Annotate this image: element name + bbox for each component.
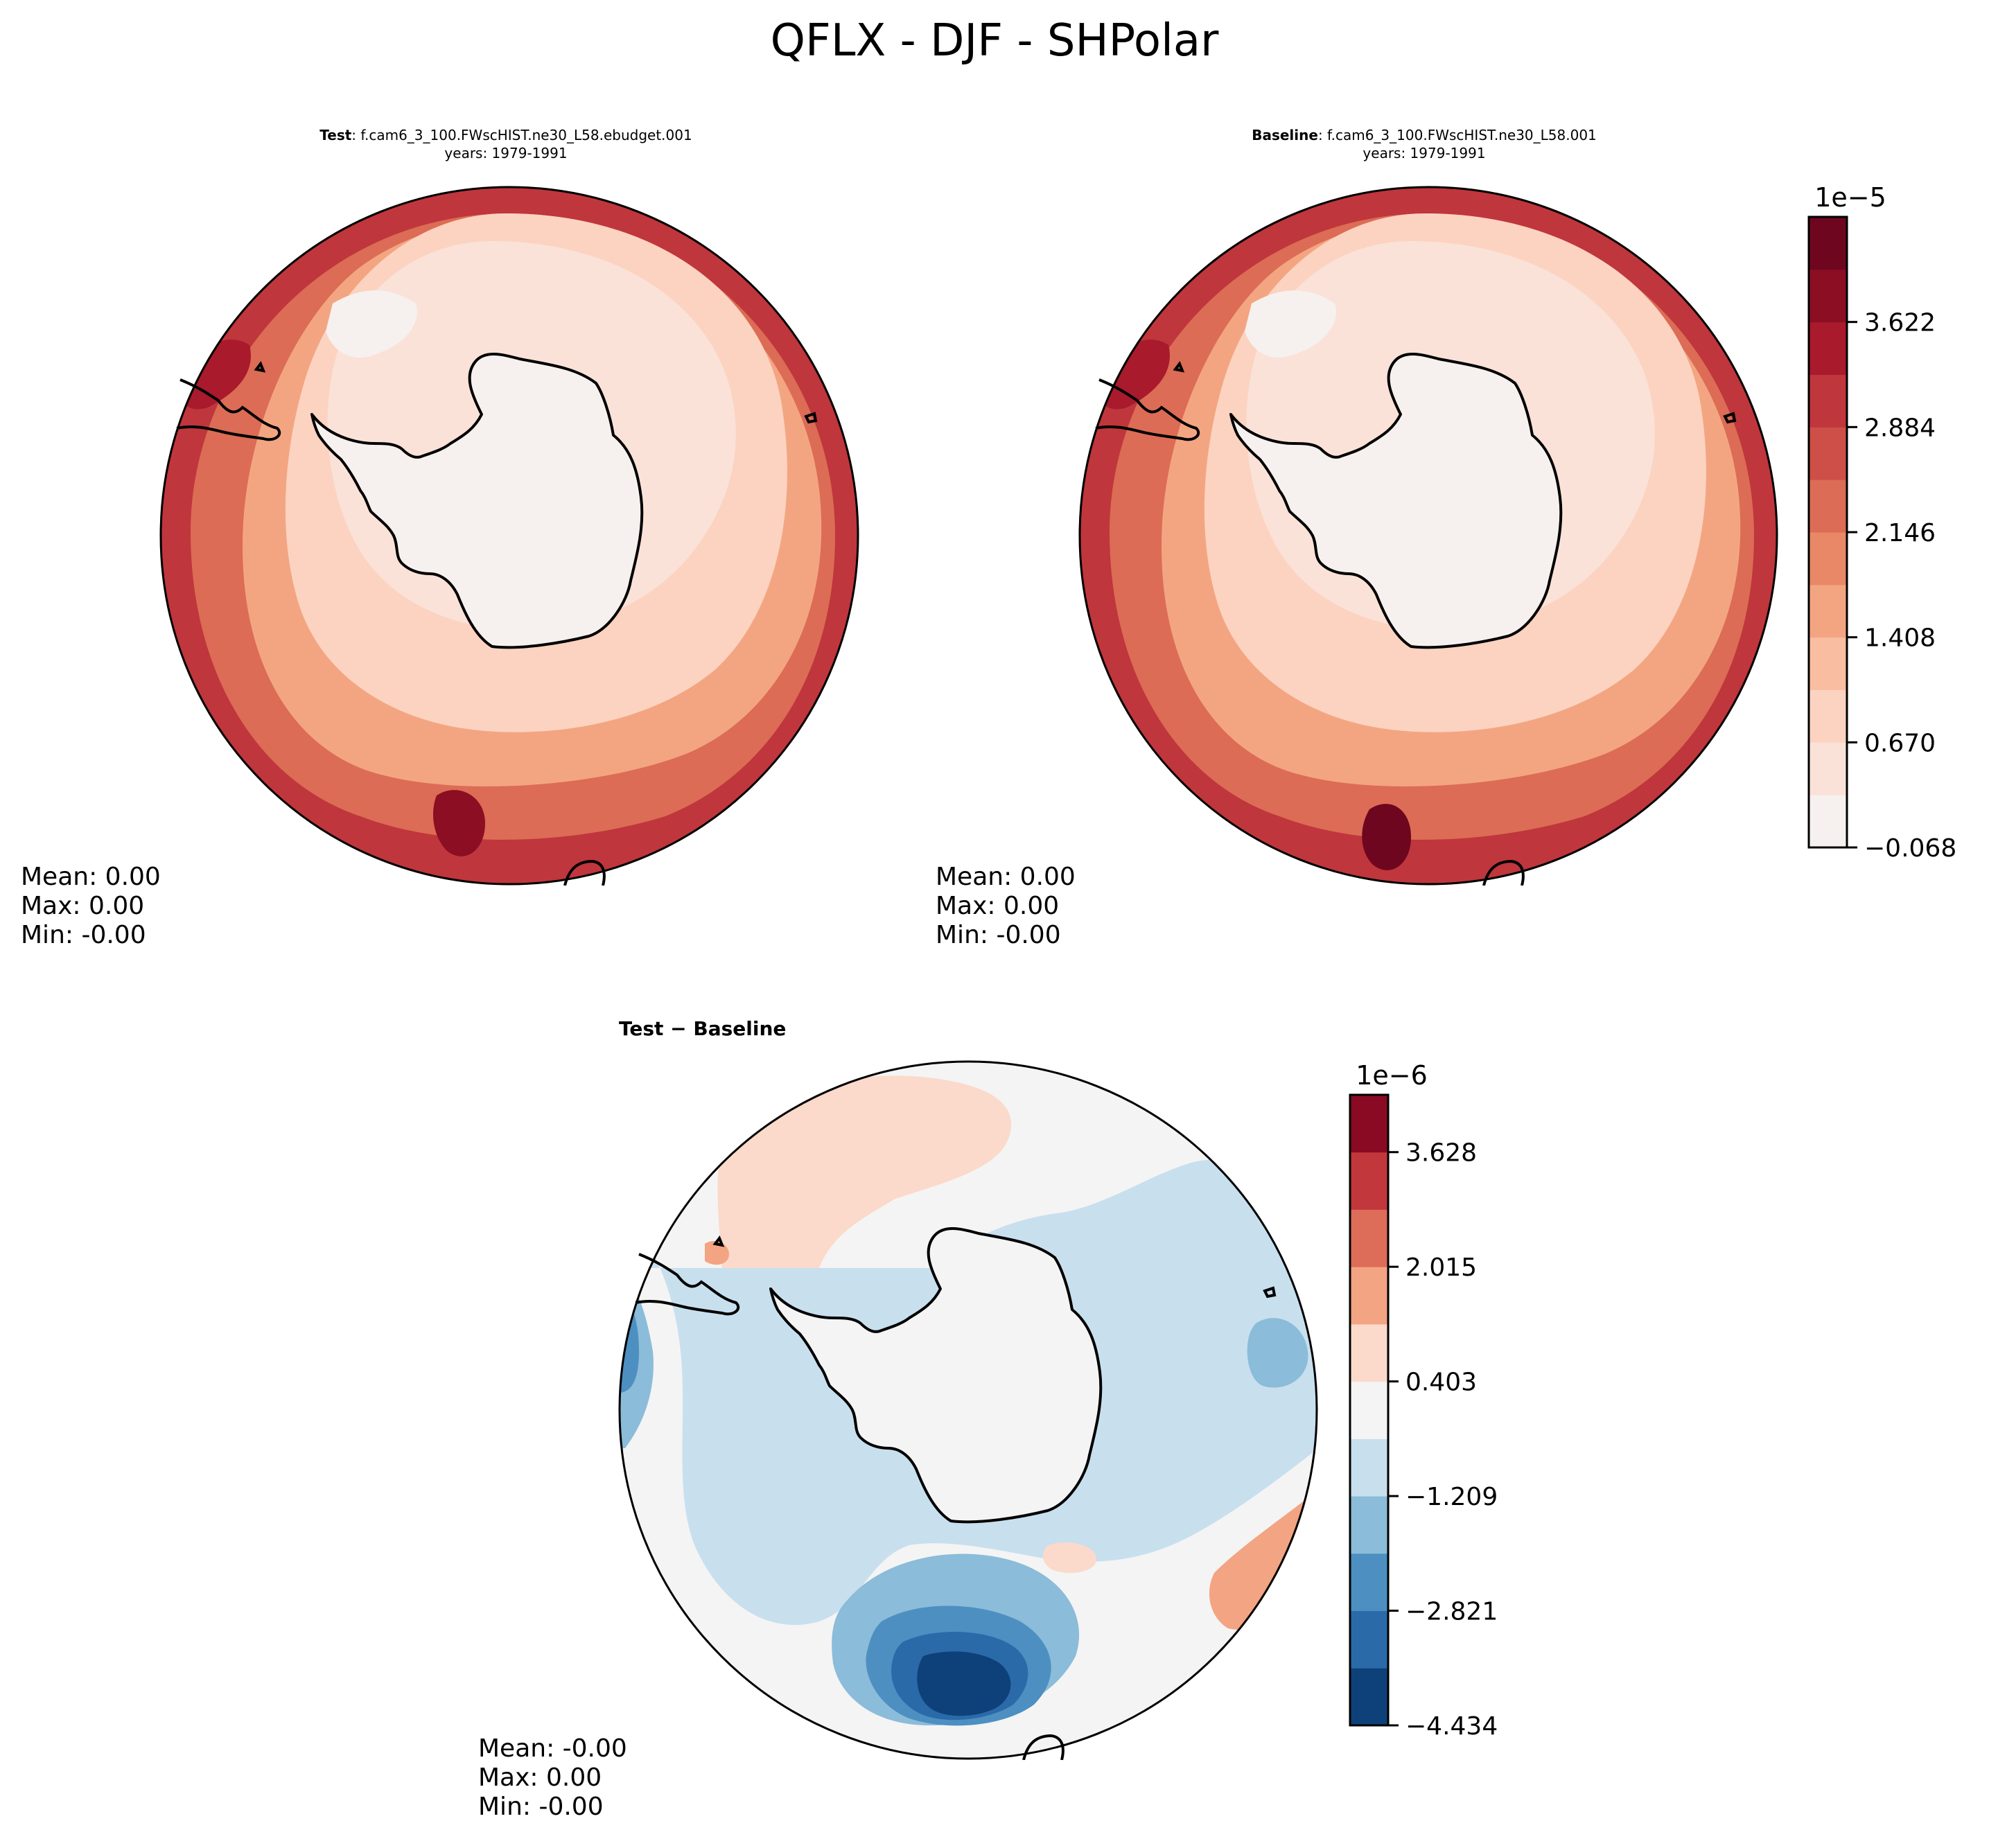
diff-colorbar-tick-label-1: −2.821 [1405,1598,1498,1626]
baseline-stat-max: Max: 0.00 [936,892,1060,920]
diff-stat-min: Min: -0.00 [478,1793,604,1821]
baseline-stats: Mean: 0.00 Max: 0.00 Min: -0.00 [936,863,1076,950]
diff-antarctica-coast [769,1227,1103,1524]
diff-colorbar-swatch-5 [1350,1381,1388,1439]
main-colorbar-tick-label-0: −0.068 [1864,834,1956,858]
main-colorbar-offset: 1e−5 [1814,182,1886,213]
test-island-2 [804,412,818,424]
baseline-island-2 [1723,412,1737,424]
main-colorbar-swatches [1809,217,1847,848]
diff-colorbar-swatch-1 [1350,1610,1388,1669]
main-colorbar-tick-label-5: 3.622 [1864,309,1936,337]
diff-colorbar-tick-label-4: 2.015 [1405,1253,1477,1282]
main-colorbar-swatch-2 [1809,689,1847,743]
diff-field-neg-4 [1247,1318,1308,1388]
baseline-south-america [1095,378,1200,441]
baseline-years: years: 1979-1991 [1362,145,1486,161]
test-stat-min: Min: -0.00 [21,921,146,949]
diff-colorbar-ticks: −4.434 −2.821 −1.209 0.403 2.015 3.628 [1388,1139,1498,1736]
diff-field-pos-3 [705,1240,729,1265]
test-stats: Mean: 0.00 Max: 0.00 Min: -0.00 [21,863,161,950]
diff-colorbar-offset: 1e−6 [1356,1060,1428,1091]
diff-colorbar-tick-label-5: 3.628 [1405,1139,1477,1168]
baseline-case-line: Baseline: f.cam6_3_100.FWscHIST.ne30_L58… [1252,127,1597,143]
main-colorbar-ticks: −0.068 0.670 1.408 2.146 2.884 3.622 [1847,309,1956,858]
baseline-panel-title: Baseline: f.cam6_3_100.FWscHIST.ne30_L58… [1168,126,1681,162]
main-colorbar-swatch-10 [1809,269,1847,323]
diff-stat-max: Max: 0.00 [478,1763,602,1792]
test-south-america [176,378,281,441]
diff-colorbar-tick-label-0: −4.434 [1405,1712,1498,1736]
diff-colorbar-swatches [1350,1095,1388,1726]
diff-field-neg-8 [917,1651,1011,1716]
main-colorbar-tick-label-2: 1.408 [1864,624,1936,653]
main-colorbar-swatch-0 [1809,795,1847,848]
main-colorbar: 1e−5 −0.068 0.670 1.408 2.146 2.884 3.622 [1807,182,1956,858]
test-stat-max: Max: 0.00 [21,892,145,920]
diff-stat-mean: Mean: -0.00 [478,1734,627,1763]
baseline-stat-mean: Mean: 0.00 [936,863,1076,891]
diff-panel-title: Test − Baseline [619,1017,787,1040]
main-colorbar-swatch-5 [1809,532,1847,586]
diff-field-pos-5 [1043,1542,1096,1573]
main-colorbar-tick-label-3: 2.146 [1864,519,1936,547]
test-antarctica-coast [310,353,644,649]
main-colorbar-swatch-4 [1809,584,1847,638]
diff-colorbar: 1e−6 −4.434 −2.821 −1.209 0.403 2.015 3.628 [1349,1060,1498,1736]
main-colorbar-swatch-9 [1809,322,1847,375]
baseline-antarctica-coast [1229,353,1563,649]
diff-colorbar-frame [1349,1093,1390,1727]
diff-colorbar-swatch-4 [1350,1438,1388,1497]
test-panel-title: Test: f.cam6_3_100.FWscHIST.ne30_L58.ebu… [249,126,762,162]
main-colorbar-swatch-8 [1809,374,1847,428]
main-colorbar-swatch-7 [1809,427,1847,480]
diff-colorbar-swatch-0 [1350,1668,1388,1726]
diff-stats: Mean: -0.00 Max: 0.00 Min: -0.00 [478,1734,627,1822]
baseline-stat-min: Min: -0.00 [936,921,1061,949]
baseline-field-patch-max [1362,804,1411,870]
diff-island-1 [712,1235,725,1247]
baseline-africa [1482,859,1525,886]
main-colorbar-swatch-11 [1809,217,1847,270]
diff-colorbar-swatch-8 [1350,1209,1388,1267]
diff-colorbar-tick-label-2: −1.209 [1405,1483,1498,1511]
main-colorbar-swatch-3 [1809,637,1847,690]
test-years: years: 1979-1991 [444,145,568,161]
diff-colorbar-swatch-6 [1350,1323,1388,1382]
main-colorbar-swatch-6 [1809,479,1847,533]
test-africa [563,859,606,886]
diff-map-boundary [618,1060,1318,1760]
diff-island-2 [1263,1286,1277,1299]
baseline-field-band-1 [1245,290,1336,358]
diff-colorbar-swatch-3 [1350,1496,1388,1554]
diff-colorbar-swatch-10 [1350,1095,1388,1153]
test-case-line: Test: f.cam6_3_100.FWscHIST.ne30_L58.ebu… [319,127,692,143]
figure-title: QFLX - DJF - SHPolar [770,15,1219,67]
baseline-map [1078,186,1778,886]
test-map-boundary [159,186,859,886]
diff-south-america [635,1253,740,1316]
main-colorbar-tick-label-1: 0.670 [1864,729,1936,757]
test-island-1 [254,360,266,373]
diff-africa [1022,1734,1064,1760]
baseline-map-boundary [1078,186,1778,886]
main-colorbar-tick-label-4: 2.884 [1864,414,1936,442]
diff-colorbar-swatch-9 [1350,1152,1388,1210]
main-colorbar-swatch-1 [1809,742,1847,795]
diff-colorbar-tick-label-3: 0.403 [1405,1369,1477,1397]
test-field-band-1 [326,290,417,358]
test-stat-mean: Mean: 0.00 [21,863,161,891]
diff-map [618,1060,1318,1760]
diff-colorbar-swatch-2 [1350,1553,1388,1612]
test-map [159,186,859,886]
diff-colorbar-swatch-7 [1350,1267,1388,1325]
baseline-island-1 [1173,360,1185,373]
test-field-patch-max [433,790,485,856]
